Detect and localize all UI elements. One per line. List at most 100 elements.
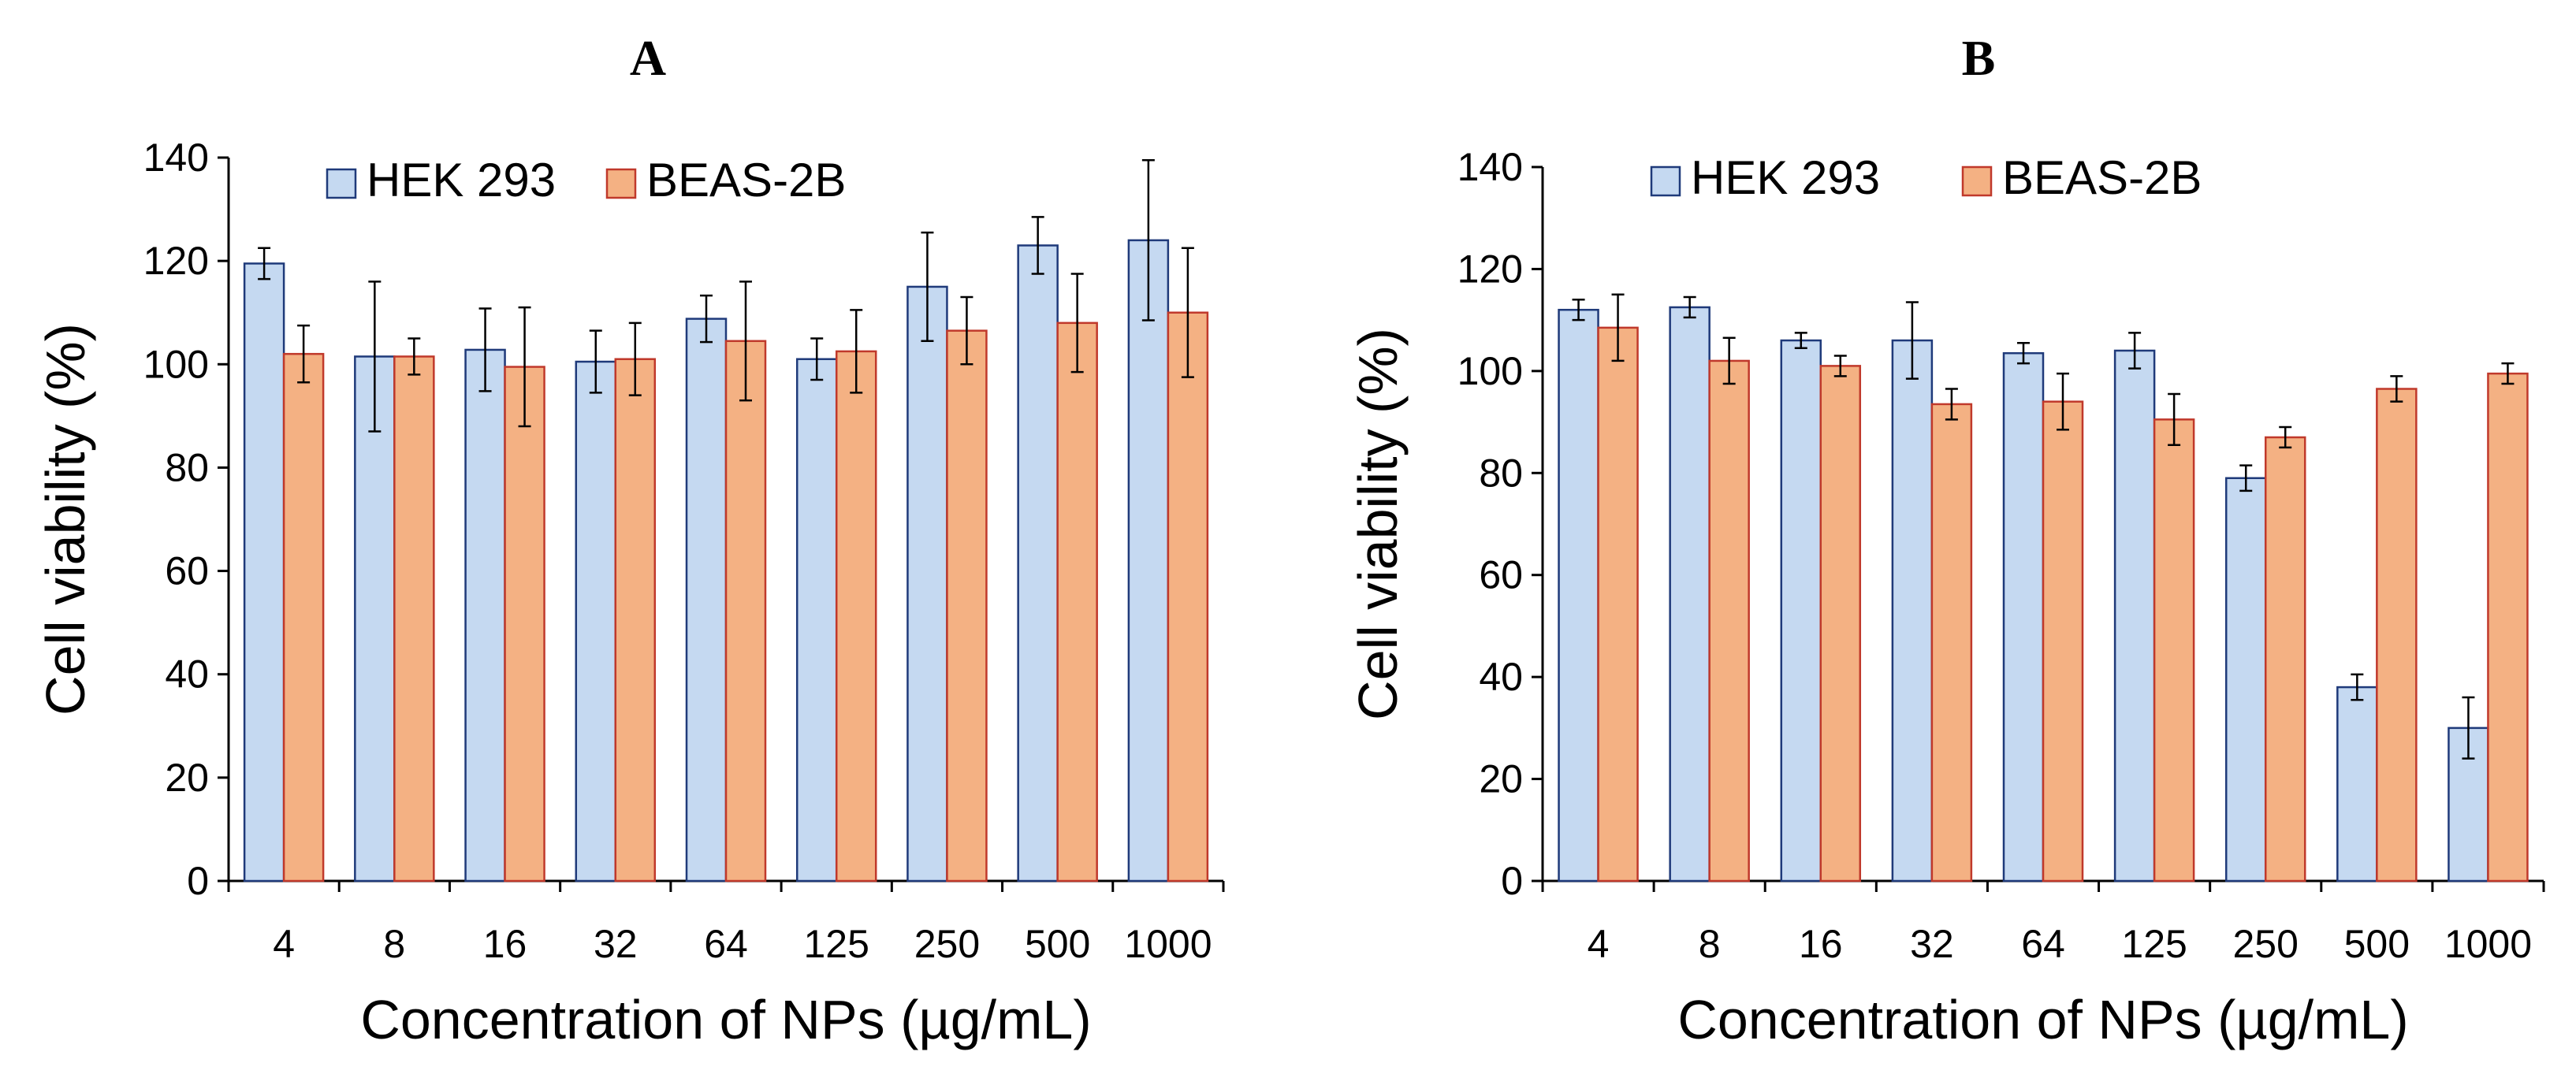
x-tick-label: 16: [1799, 922, 1843, 966]
bar-hek293: [906, 285, 948, 883]
bar-hek293: [1780, 339, 1822, 883]
bar-beas2b: [1930, 403, 1973, 883]
legend-swatch-hek293: [1650, 165, 1681, 197]
bar-beas2b: [504, 366, 545, 883]
error-bar: [921, 231, 934, 343]
error-bar: [2279, 426, 2292, 449]
bar-beas2b: [393, 355, 435, 883]
error-bar: [297, 324, 311, 384]
x-tick-label: 125: [2121, 922, 2187, 966]
bar-hek293: [243, 262, 285, 883]
y-tick-label: 140: [1457, 145, 1523, 189]
error-bar: [2239, 464, 2253, 492]
bar-beas2b: [724, 340, 767, 883]
x-axis-title: Concentration of NPs (µg/mL): [1677, 989, 2408, 1050]
error-bar: [2017, 342, 2030, 365]
error-bar: [700, 294, 713, 344]
bar-beas2b: [2487, 372, 2529, 883]
error-bar: [2057, 372, 2069, 431]
bar-hek293: [685, 318, 728, 883]
bar-hek293: [2002, 351, 2045, 883]
error-bar: [960, 295, 973, 366]
legend-label-hek293: HEK 293: [1691, 151, 1880, 204]
x-axis-title: Concentration of NPs (µg/mL): [360, 989, 1091, 1050]
x-tick-label: 8: [383, 922, 405, 966]
legend-label-beas2b: BEAS-2B: [646, 154, 846, 206]
y-tick-label: 80: [165, 445, 209, 489]
y-tick-label: 100: [143, 342, 209, 386]
x-tick-label: 250: [2233, 922, 2299, 966]
bar-beas2b: [2264, 436, 2306, 883]
bar-hek293: [2336, 686, 2378, 883]
y-tick-label: 0: [1501, 859, 1523, 903]
bar-beas2b: [282, 352, 325, 883]
y-axis-title: Cell viability (%): [35, 323, 96, 715]
bar-hek293: [2113, 349, 2156, 883]
chart-b: B 0 20 40 60 80 100 120 140 4 8 16 32 64 125 250 500 1000…: [1347, 30, 2545, 1050]
bar-hek293: [1558, 308, 1599, 883]
error-bar: [518, 306, 531, 428]
x-tick-label: 32: [594, 922, 638, 966]
x-tick-label: 32: [1910, 922, 1954, 966]
bar-beas2b: [2042, 400, 2084, 883]
error-bar: [2168, 392, 2181, 446]
y-tick-label: 60: [1479, 553, 1523, 597]
x-tick-label: 500: [2344, 922, 2410, 966]
error-bar: [1905, 301, 1919, 380]
x-tick-label: 1000: [2444, 922, 2532, 966]
bar-hek293: [1017, 244, 1059, 883]
error-bar: [810, 337, 824, 381]
bar-beas2b: [1819, 365, 1862, 883]
panel-title: B: [1962, 30, 1996, 86]
x-tick-label: 500: [1025, 922, 1090, 966]
bar-beas2b: [1597, 326, 1639, 883]
bar-beas2b: [946, 329, 988, 883]
y-tick-label: 60: [165, 549, 209, 593]
bar-beas2b: [614, 358, 657, 883]
y-tick-label: 120: [143, 239, 209, 283]
error-bar: [408, 337, 421, 376]
error-bar: [2128, 332, 2142, 370]
error-bar: [1722, 336, 1736, 385]
x-tick-label: 8: [1699, 922, 1721, 966]
legend-swatch-beas2b: [605, 168, 637, 199]
error-bar: [850, 309, 863, 394]
error-bar: [1945, 388, 1958, 421]
y-tick-label: 120: [1457, 247, 1523, 291]
x-tick-label: 64: [2021, 922, 2065, 966]
error-bar: [1181, 247, 1194, 378]
bar-beas2b: [2153, 418, 2195, 883]
error-bar: [2351, 673, 2364, 701]
legend-swatch-beas2b: [1961, 165, 1993, 197]
chart-a: A 0 20 40 60 80 100 120 140 4 8 16 32 64 125 250 500 1000…: [35, 30, 1225, 1050]
error-bar: [1031, 216, 1044, 275]
error-bar: [1833, 355, 1847, 377]
y-tick-label: 100: [1457, 349, 1523, 393]
error-bar: [2390, 375, 2403, 403]
y-axis-title: Cell viability (%): [1347, 328, 1409, 720]
x-tick-label: 64: [704, 922, 748, 966]
bar-hek293: [2224, 477, 2267, 883]
legend-label-beas2b: BEAS-2B: [2002, 151, 2202, 204]
panel-title: A: [630, 30, 666, 86]
y-tick-label: 140: [143, 136, 209, 180]
error-bar: [478, 307, 492, 392]
error-bar: [258, 247, 271, 281]
bar-hek293: [1127, 239, 1170, 883]
error-bar: [589, 329, 602, 394]
bar-hek293: [575, 360, 617, 883]
error-bar: [1141, 159, 1155, 321]
error-bar: [2501, 362, 2515, 385]
error-bar: [1611, 293, 1625, 362]
x-tick-label: 4: [273, 922, 295, 966]
y-tick-label: 20: [1479, 757, 1523, 801]
bar-hek293: [464, 348, 506, 883]
bar-hek293: [1669, 306, 1711, 883]
bar-hek293: [1891, 339, 1934, 883]
y-tick-label: 20: [165, 756, 209, 800]
error-bar: [1794, 332, 1807, 349]
x-tick-label: 16: [483, 922, 527, 966]
y-tick-label: 0: [187, 859, 209, 903]
bar-beas2b: [2376, 388, 2418, 883]
